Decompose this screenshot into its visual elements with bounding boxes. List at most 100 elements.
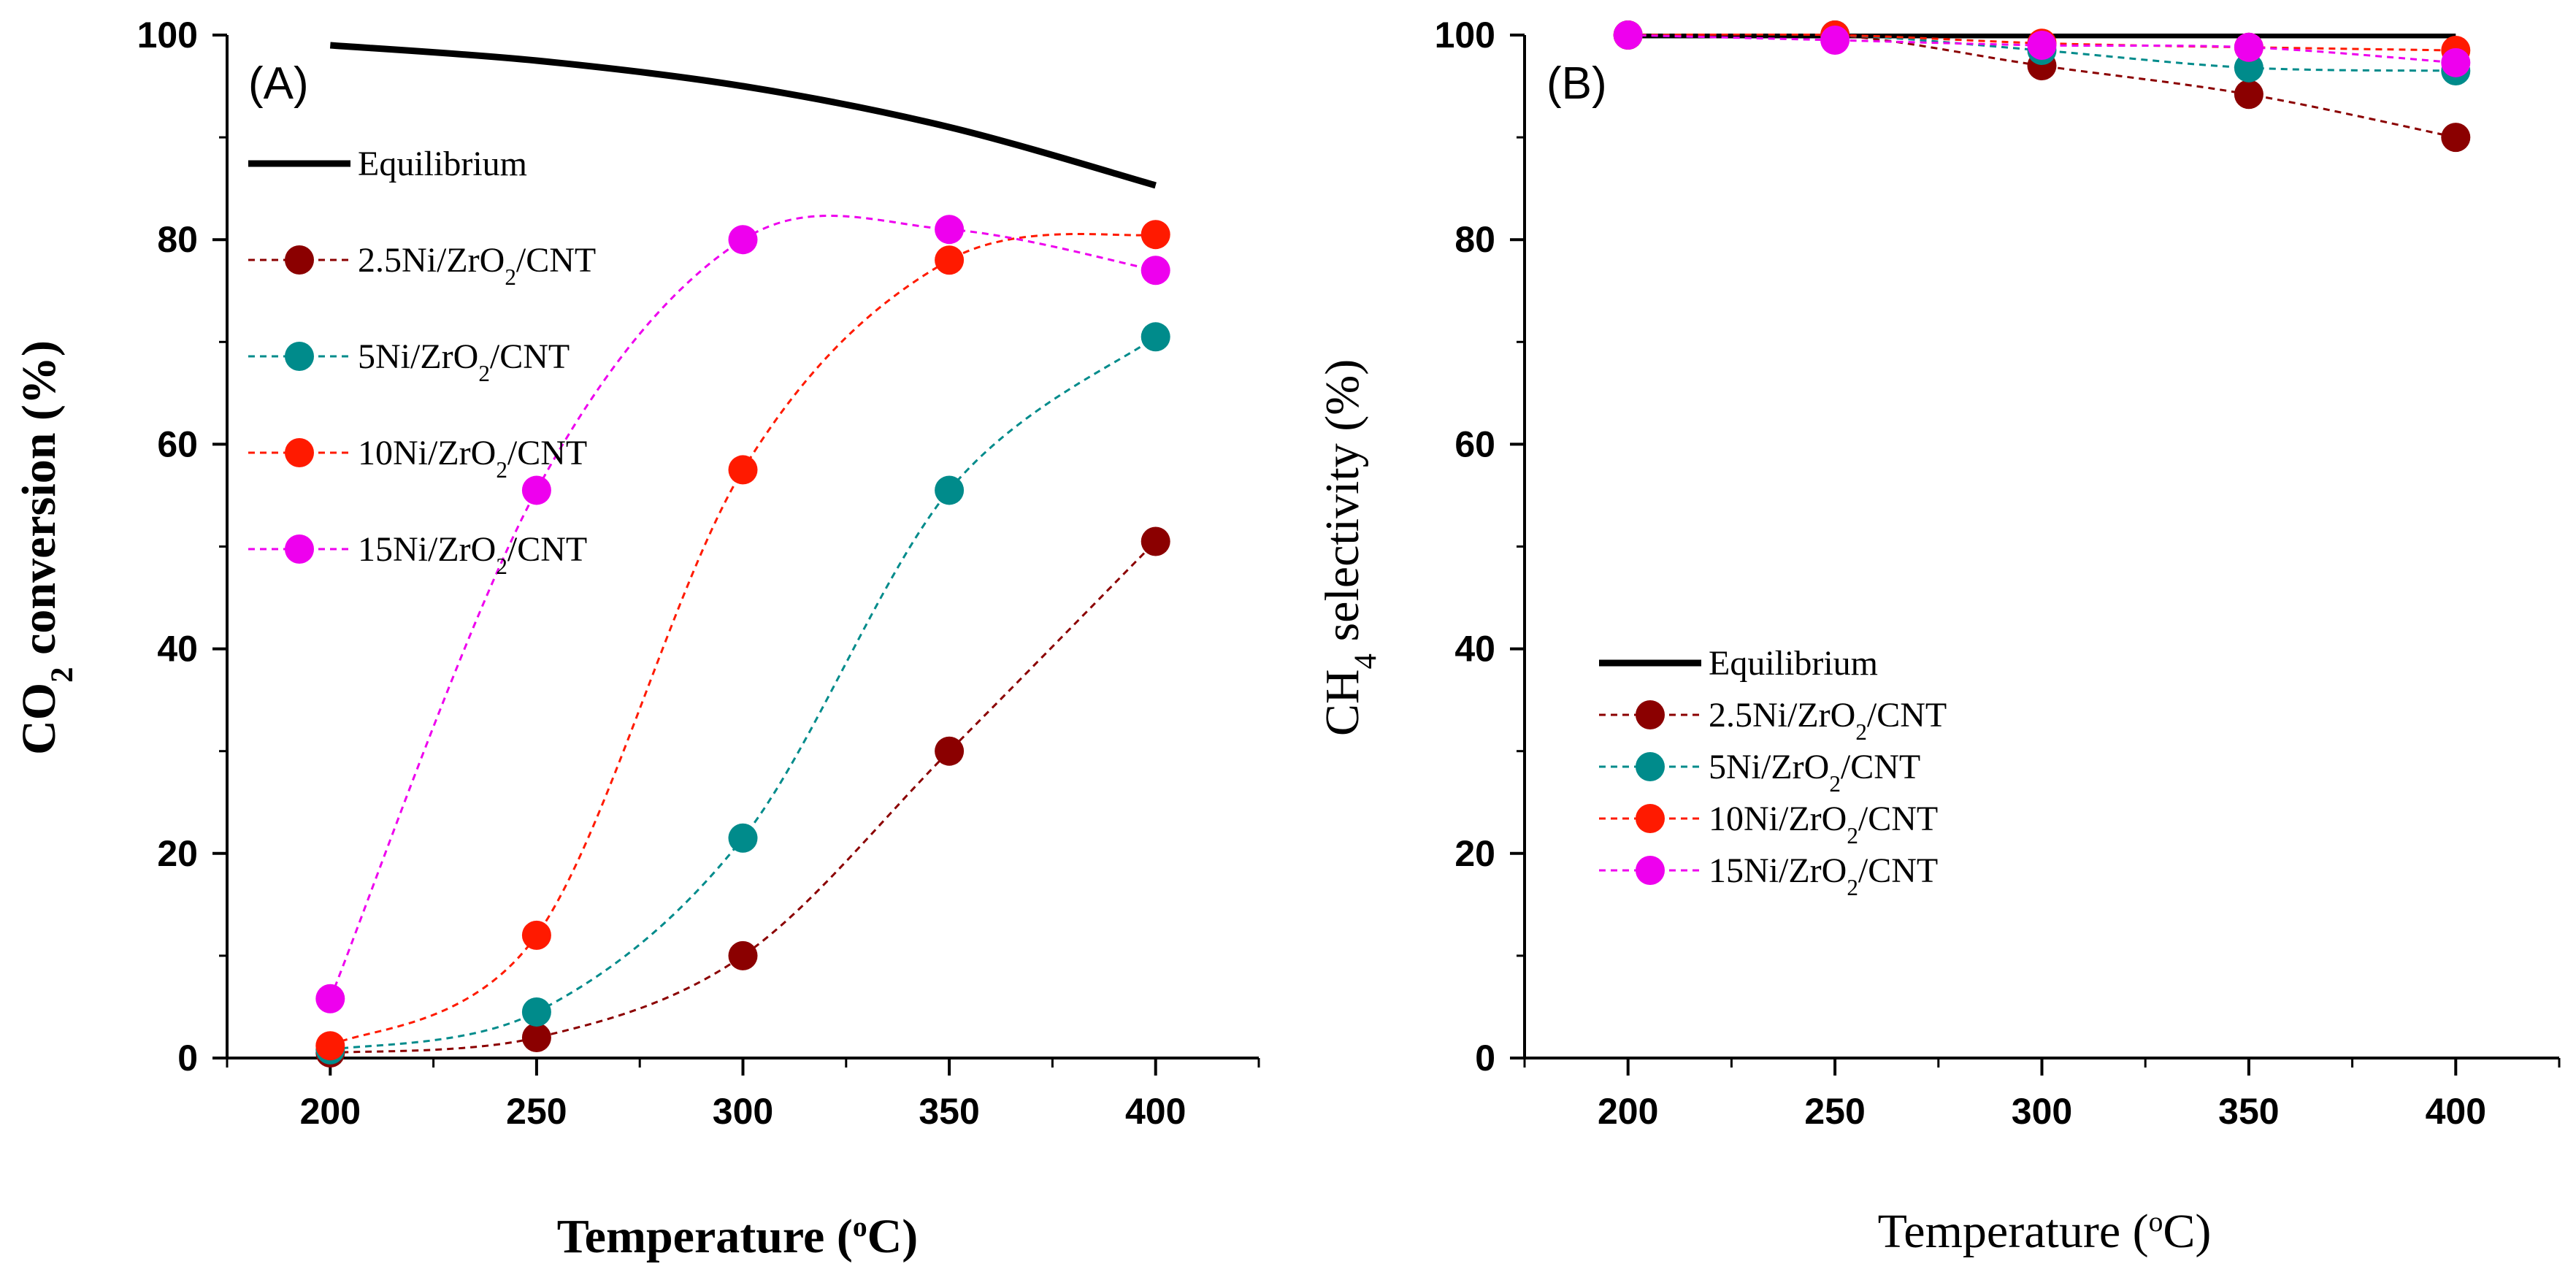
panel-b-x-axis-title: Temperature (oC) bbox=[1878, 1205, 2212, 1258]
panel-a-x-axis-title-superscript: o bbox=[853, 1211, 867, 1243]
panel-b-point-2-5ni-zro2-cnt bbox=[2234, 80, 2263, 110]
panel-b-x-tick-label: 300 bbox=[2012, 1091, 2072, 1132]
panel-a-legend-label-5ni-zro2-cnt-post: /CNT bbox=[490, 337, 570, 376]
panel-b-y-tick-label: 20 bbox=[1454, 833, 1495, 874]
panel-b-legend-label-5ni-zro2-cnt-subscript: 2 bbox=[1829, 771, 1841, 797]
panel-b-x-tick-label: 400 bbox=[2426, 1091, 2486, 1132]
panel-b-legend-label-15ni-zro2-cnt-subscript: 2 bbox=[1847, 875, 1858, 900]
panel-b-y-tick-label: 40 bbox=[1454, 629, 1495, 670]
panel-a-legend-label-15ni-zro2-cnt-pre: 15Ni/ZrO bbox=[358, 530, 496, 569]
panel-b-point-15ni-zro2-cnt bbox=[2234, 32, 2263, 62]
panel-a-point-10ni-zro2-cnt bbox=[315, 1031, 345, 1061]
panel-b-ch4-selectivity-chart: 0 20 40 60 80 100 200 250 300 350 400 CH4 selectivi… bbox=[1316, 15, 2561, 1258]
panel-a-legend-label-15ni-zro2-cnt: 15Ni/ZrO2/CNT bbox=[358, 530, 587, 579]
panel-b-y-tick-label: 0 bbox=[1475, 1038, 1495, 1078]
panel-b-legend-label-2-5ni-zro2-cnt-pre: 2.5Ni/ZrO bbox=[1709, 696, 1855, 735]
panel-a-point-5ni-zro2-cnt bbox=[1141, 322, 1170, 352]
panel-b-legend-label-10ni-zro2-cnt: 10Ni/ZrO2/CNT bbox=[1709, 800, 1938, 848]
panel-a-point-5ni-zro2-cnt bbox=[728, 823, 758, 853]
panel-b-panel-label: (B) bbox=[1546, 58, 1607, 109]
panel-a-legend-label-2-5ni-zro2-cnt-subscript: 2 bbox=[505, 264, 516, 290]
panel-a-point-2-5ni-zro2-cnt bbox=[728, 940, 758, 970]
panel-b-y-axis-title-post: selectivity (%) bbox=[1316, 359, 1369, 654]
panel-b-y-axis-title-subscript: 4 bbox=[1349, 654, 1383, 669]
panel-a-x-tick-label: 400 bbox=[1125, 1091, 1186, 1132]
panel-a-legend-label-2-5ni-zro2-cnt-post: /CNT bbox=[516, 241, 596, 280]
panel-a-legend-label-15ni-zro2-cnt-subscript: 2 bbox=[496, 553, 507, 579]
panel-a-point-10ni-zro2-cnt bbox=[935, 245, 965, 275]
panel-a-point-15ni-zro2-cnt bbox=[1141, 256, 1170, 285]
panel-b-legend-marker-15ni-zro2-cnt bbox=[1636, 856, 1665, 885]
panel-b-legend-label-equilibrium-pre: Equilibrium bbox=[1709, 644, 1878, 683]
panel-a-y-tick-label: 80 bbox=[157, 219, 198, 260]
panel-b-point-2-5ni-zro2-cnt bbox=[2441, 123, 2471, 153]
panel-a-legend-label-5ni-zro2-cnt-subscript: 2 bbox=[478, 361, 490, 386]
panel-a-legend-label-10ni-zro2-cnt-post: /CNT bbox=[507, 434, 587, 472]
panel-a-x-tick-label: 350 bbox=[919, 1091, 979, 1132]
panel-a-point-5ni-zro2-cnt bbox=[935, 475, 965, 505]
panel-a-point-10ni-zro2-cnt bbox=[1141, 220, 1170, 250]
panel-b-x-tick-label: 350 bbox=[2218, 1091, 2279, 1132]
panel-a-series-line-15ni-zro2-cnt bbox=[329, 215, 1156, 1000]
panel-a-legend-label-equilibrium-pre: Equilibrium bbox=[358, 145, 527, 183]
panel-a-y-axis-title: CO2 conversion (%) bbox=[12, 340, 80, 755]
panel-a-point-5ni-zro2-cnt bbox=[521, 997, 551, 1027]
panel-a-series-line-2-5ni-zro2-cnt bbox=[330, 540, 1157, 1054]
panel-b-legend-marker-2-5ni-zro2-cnt bbox=[1636, 700, 1665, 729]
panel-a-legend-label-10ni-zro2-cnt-subscript: 2 bbox=[496, 457, 507, 483]
panel-a-x-axis-title-post: C) bbox=[867, 1210, 919, 1263]
panel-a-legend-label-5ni-zro2-cnt-pre: 5Ni/ZrO bbox=[358, 337, 478, 376]
panel-a-point-15ni-zro2-cnt bbox=[315, 984, 345, 1013]
panel-b-x-axis-title-post: C) bbox=[2163, 1205, 2211, 1258]
panel-a-point-15ni-zro2-cnt bbox=[728, 225, 758, 255]
panel-b-legend-label-15ni-zro2-cnt-pre: 15Ni/ZrO bbox=[1709, 851, 1847, 890]
panel-b-y-tick-label: 80 bbox=[1454, 219, 1495, 260]
panel-b-x-axis-title-superscript: o bbox=[2149, 1206, 2163, 1238]
panel-a-legend-label-2-5ni-zro2-cnt: 2.5Ni/ZrO2/CNT bbox=[358, 241, 596, 290]
panel-b-x-tick-label: 200 bbox=[1598, 1091, 1658, 1132]
panel-a-x-tick-label: 300 bbox=[713, 1091, 773, 1132]
panel-a-x-tick-label: 250 bbox=[506, 1091, 567, 1132]
panel-a-legend-marker-2-5ni-zro2-cnt bbox=[285, 245, 314, 275]
panel-a-point-2-5ni-zro2-cnt bbox=[935, 736, 965, 766]
panel-b-legend-label-10ni-zro2-cnt-post: /CNT bbox=[1858, 800, 1938, 838]
panel-b-y-tick-label: 60 bbox=[1454, 424, 1495, 464]
panel-a-y-tick-label: 20 bbox=[157, 833, 198, 874]
panel-a-legend-label-15ni-zro2-cnt-post: /CNT bbox=[507, 530, 587, 569]
panel-a-y-tick-label: 60 bbox=[157, 424, 198, 464]
panel-a-y-axis-title-subscript: 2 bbox=[45, 667, 80, 682]
panel-b-legend-label-15ni-zro2-cnt-post: /CNT bbox=[1858, 851, 1938, 890]
panel-b-legend-label-15ni-zro2-cnt: 15Ni/ZrO2/CNT bbox=[1709, 851, 1938, 900]
panel-b-legend: Equilibrium2.5Ni/ZrO2/CNT5Ni/ZrO2/CNT10N… bbox=[1599, 644, 1947, 900]
panel-a-series-line-equilibrium bbox=[329, 42, 1157, 189]
panel-a-y-tick-label: 0 bbox=[177, 1038, 198, 1078]
panel-b-series-line-2-5ni-zro2-cnt bbox=[1628, 34, 2456, 139]
panel-b-x-axis-title-pre: Temperature ( bbox=[1878, 1205, 2149, 1258]
panel-b-point-5ni-zro2-cnt bbox=[2234, 53, 2263, 83]
panel-a-point-10ni-zro2-cnt bbox=[728, 455, 758, 485]
panel-a-legend-label-5ni-zro2-cnt: 5Ni/ZrO2/CNT bbox=[358, 337, 570, 386]
panel-a-series-line-5ni-zro2-cnt bbox=[330, 336, 1157, 1051]
panel-a-y-tick-label: 40 bbox=[157, 629, 198, 670]
panel-b-legend-marker-10ni-zro2-cnt bbox=[1636, 804, 1665, 833]
panel-a-y-axis-title-post: conversion (%) bbox=[12, 340, 66, 667]
panel-b-point-15ni-zro2-cnt bbox=[2441, 47, 2471, 77]
panel-a-point-2-5ni-zro2-cnt bbox=[521, 1022, 551, 1052]
panel-a-legend-marker-10ni-zro2-cnt bbox=[285, 438, 314, 467]
panel-b-legend-label-10ni-zro2-cnt-pre: 10Ni/ZrO bbox=[1709, 800, 1847, 838]
panel-b-x-tick-label: 250 bbox=[1804, 1091, 1865, 1132]
panel-b-legend-label-5ni-zro2-cnt-pre: 5Ni/ZrO bbox=[1709, 748, 1829, 786]
panel-b-legend-label-10ni-zro2-cnt-subscript: 2 bbox=[1847, 823, 1858, 848]
panel-b-legend-label-2-5ni-zro2-cnt-post: /CNT bbox=[1867, 696, 1947, 735]
panel-b-y-axis-title: CH4 selectivity (%) bbox=[1316, 359, 1383, 736]
panel-a-legend: Equilibrium2.5Ni/ZrO2/CNT5Ni/ZrO2/CNT10N… bbox=[248, 145, 596, 579]
panel-a-x-axis-title-pre: Temperature ( bbox=[557, 1210, 853, 1263]
panel-a-x-axis-title: Temperature (oC) bbox=[557, 1210, 919, 1263]
panel-b-point-15ni-zro2-cnt bbox=[1820, 26, 1850, 55]
panel-a-legend-label-10ni-zro2-cnt-pre: 10Ni/ZrO bbox=[358, 434, 496, 472]
panel-b-legend-marker-5ni-zro2-cnt bbox=[1636, 752, 1665, 781]
panel-a-legend-label-2-5ni-zro2-cnt-pre: 2.5Ni/ZrO bbox=[358, 241, 505, 280]
panel-b-point-15ni-zro2-cnt bbox=[1613, 20, 1643, 50]
